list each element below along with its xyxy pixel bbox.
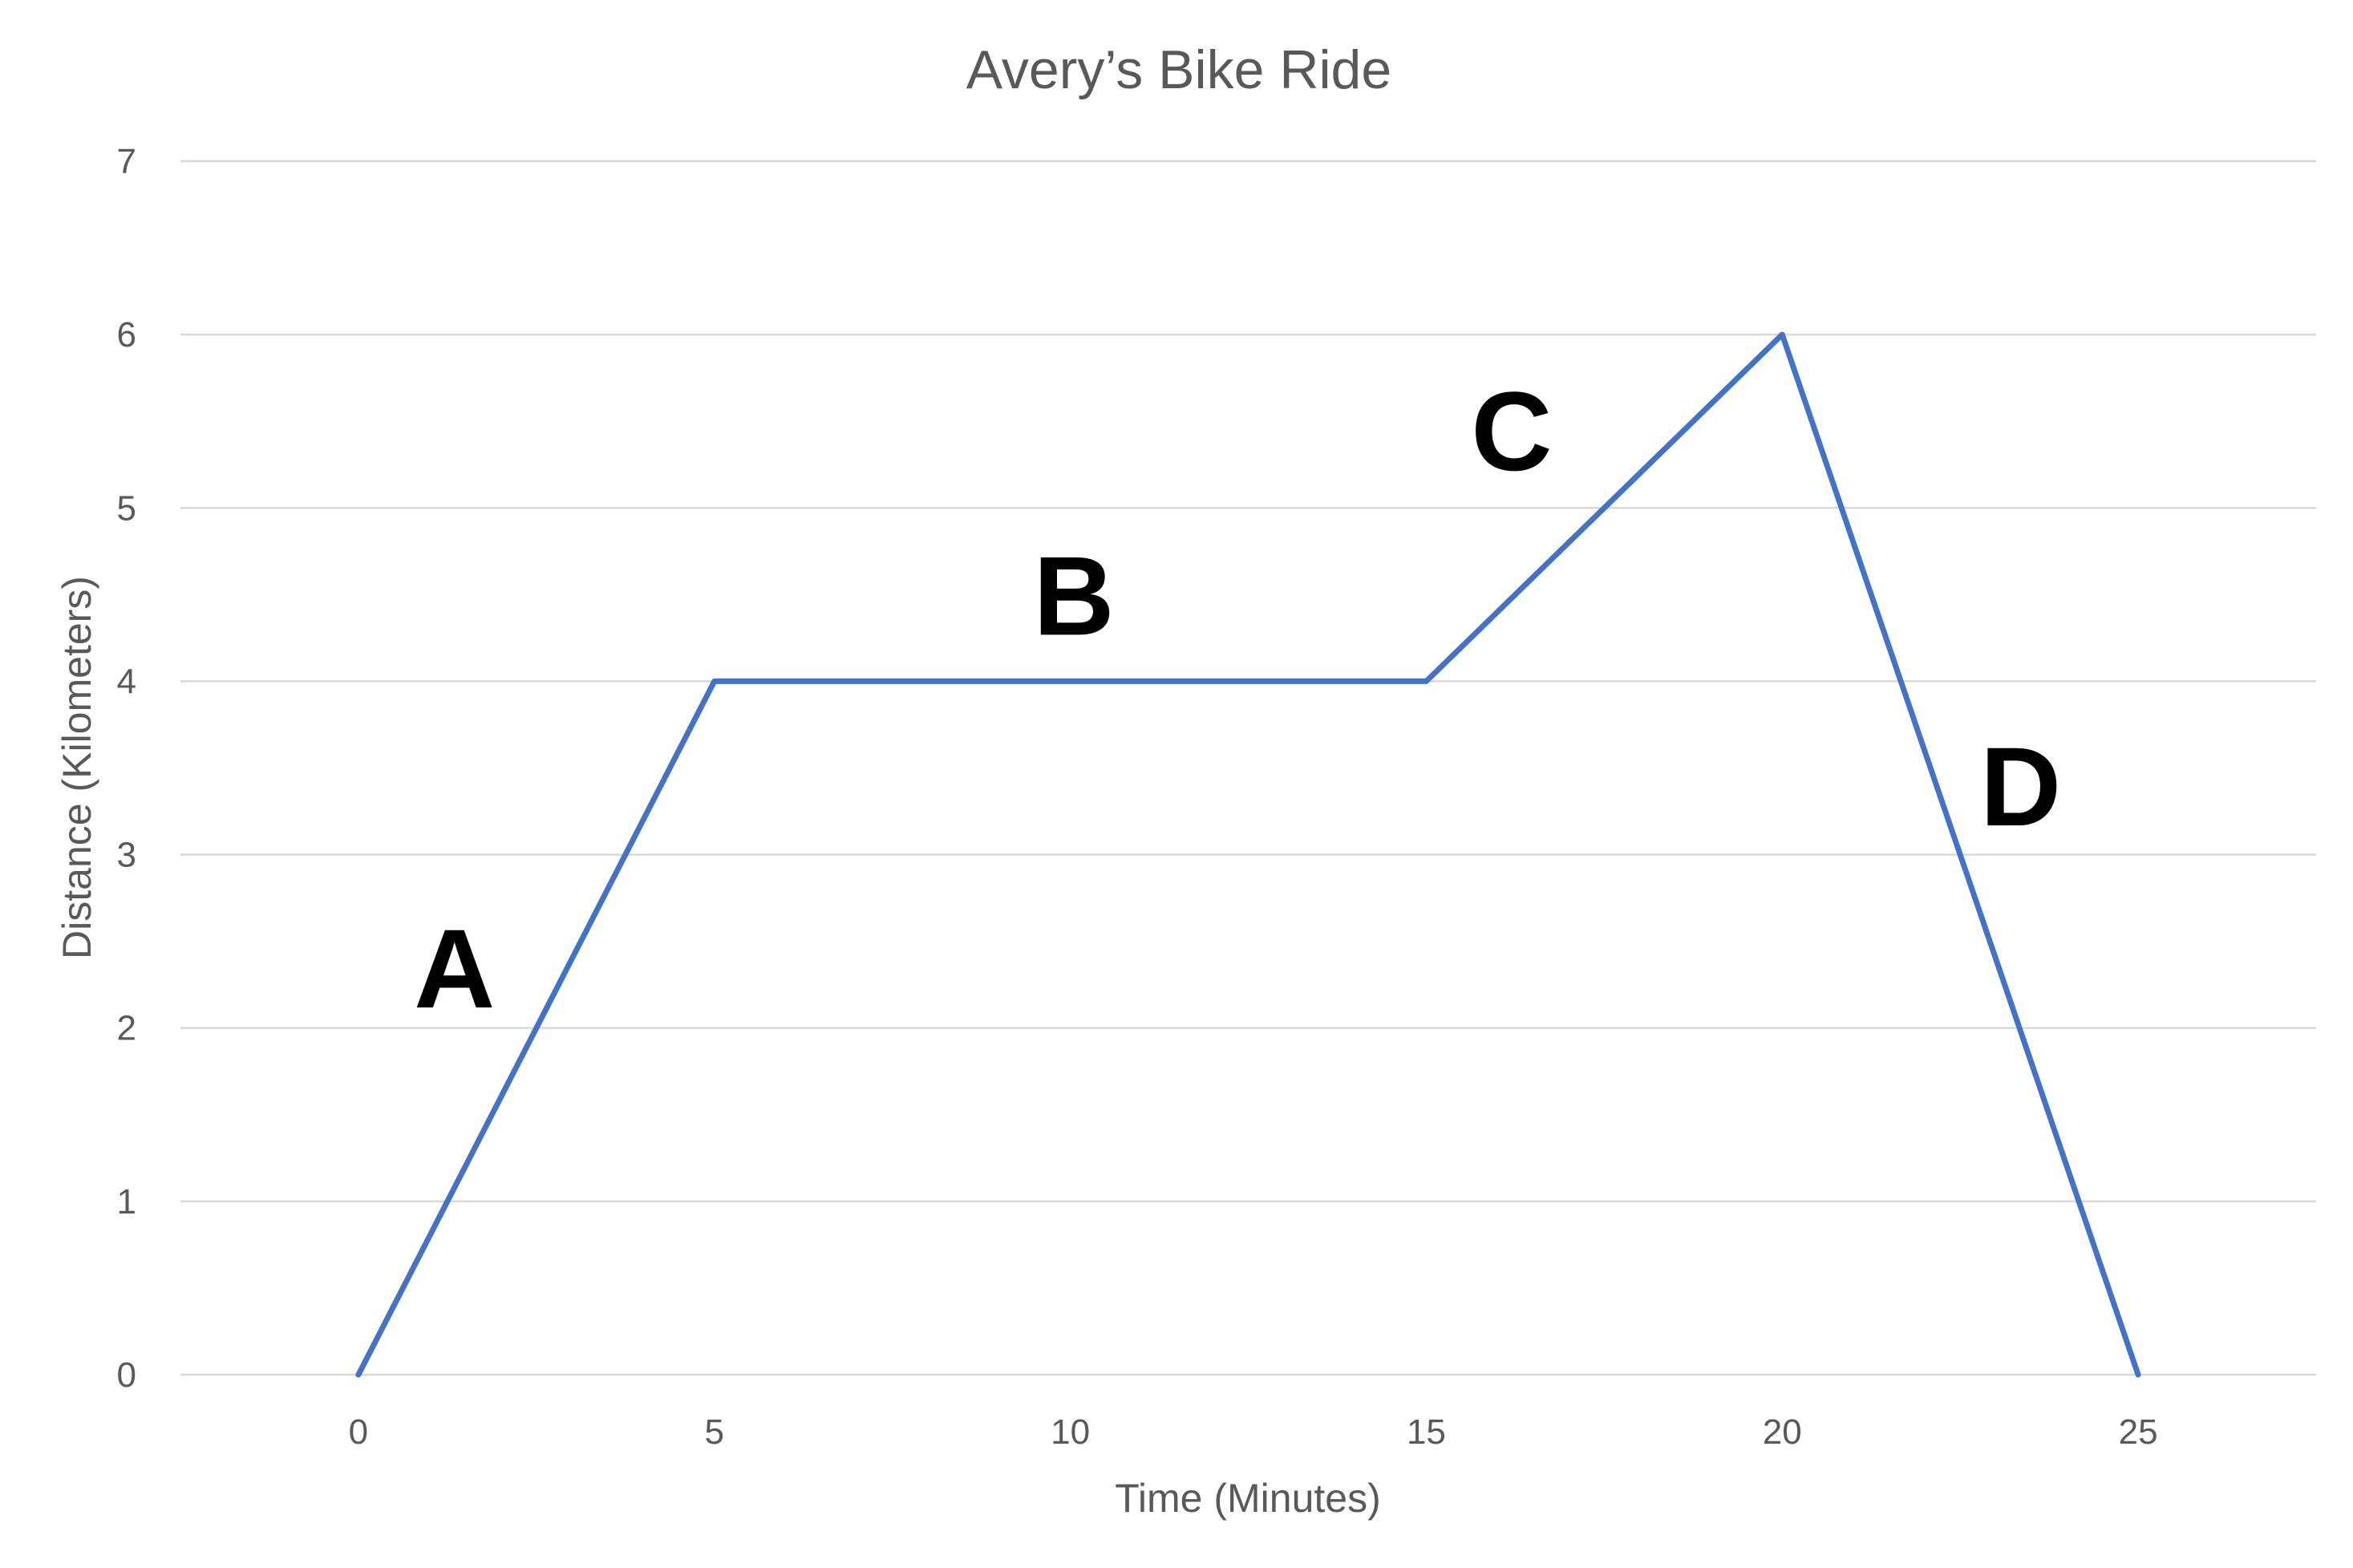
segment-label-a: A (414, 906, 495, 1031)
y-tick-label: 7 (117, 142, 136, 181)
chart-title: Avery’s Bike Ride (966, 39, 1391, 100)
y-axis-tick-labels: 0 1 2 3 4 5 6 7 (117, 142, 136, 1395)
x-tick-label: 20 (1763, 1412, 1802, 1452)
series-line-0 (355, 331, 2141, 1378)
x-tick-label: 15 (1407, 1412, 1446, 1452)
y-tick-label: 6 (117, 315, 136, 355)
y-axis-label: Distance (Kilometers) (55, 576, 99, 959)
series-group (355, 331, 2141, 1378)
y-tick-label: 4 (117, 662, 136, 701)
x-tick-label: 25 (2119, 1412, 2158, 1452)
segment-label-d: D (1980, 723, 2061, 849)
y-tick-label: 5 (117, 488, 136, 528)
x-tick-label: 0 (349, 1412, 368, 1452)
x-axis-tick-labels: 0 5 10 15 20 25 (349, 1412, 2158, 1452)
x-axis-label: Time (Minutes) (1115, 1476, 1381, 1521)
segment-label-c: C (1471, 368, 1552, 494)
y-tick-label: 0 (117, 1355, 136, 1395)
y-tick-label: 1 (117, 1182, 136, 1222)
segment-labels: A B C D (414, 368, 2061, 1031)
segment-label-b: B (1033, 533, 1114, 658)
x-tick-label: 5 (705, 1412, 724, 1452)
x-tick-label: 10 (1051, 1412, 1090, 1452)
y-tick-label: 2 (117, 1009, 136, 1048)
y-tick-label: 3 (117, 836, 136, 875)
